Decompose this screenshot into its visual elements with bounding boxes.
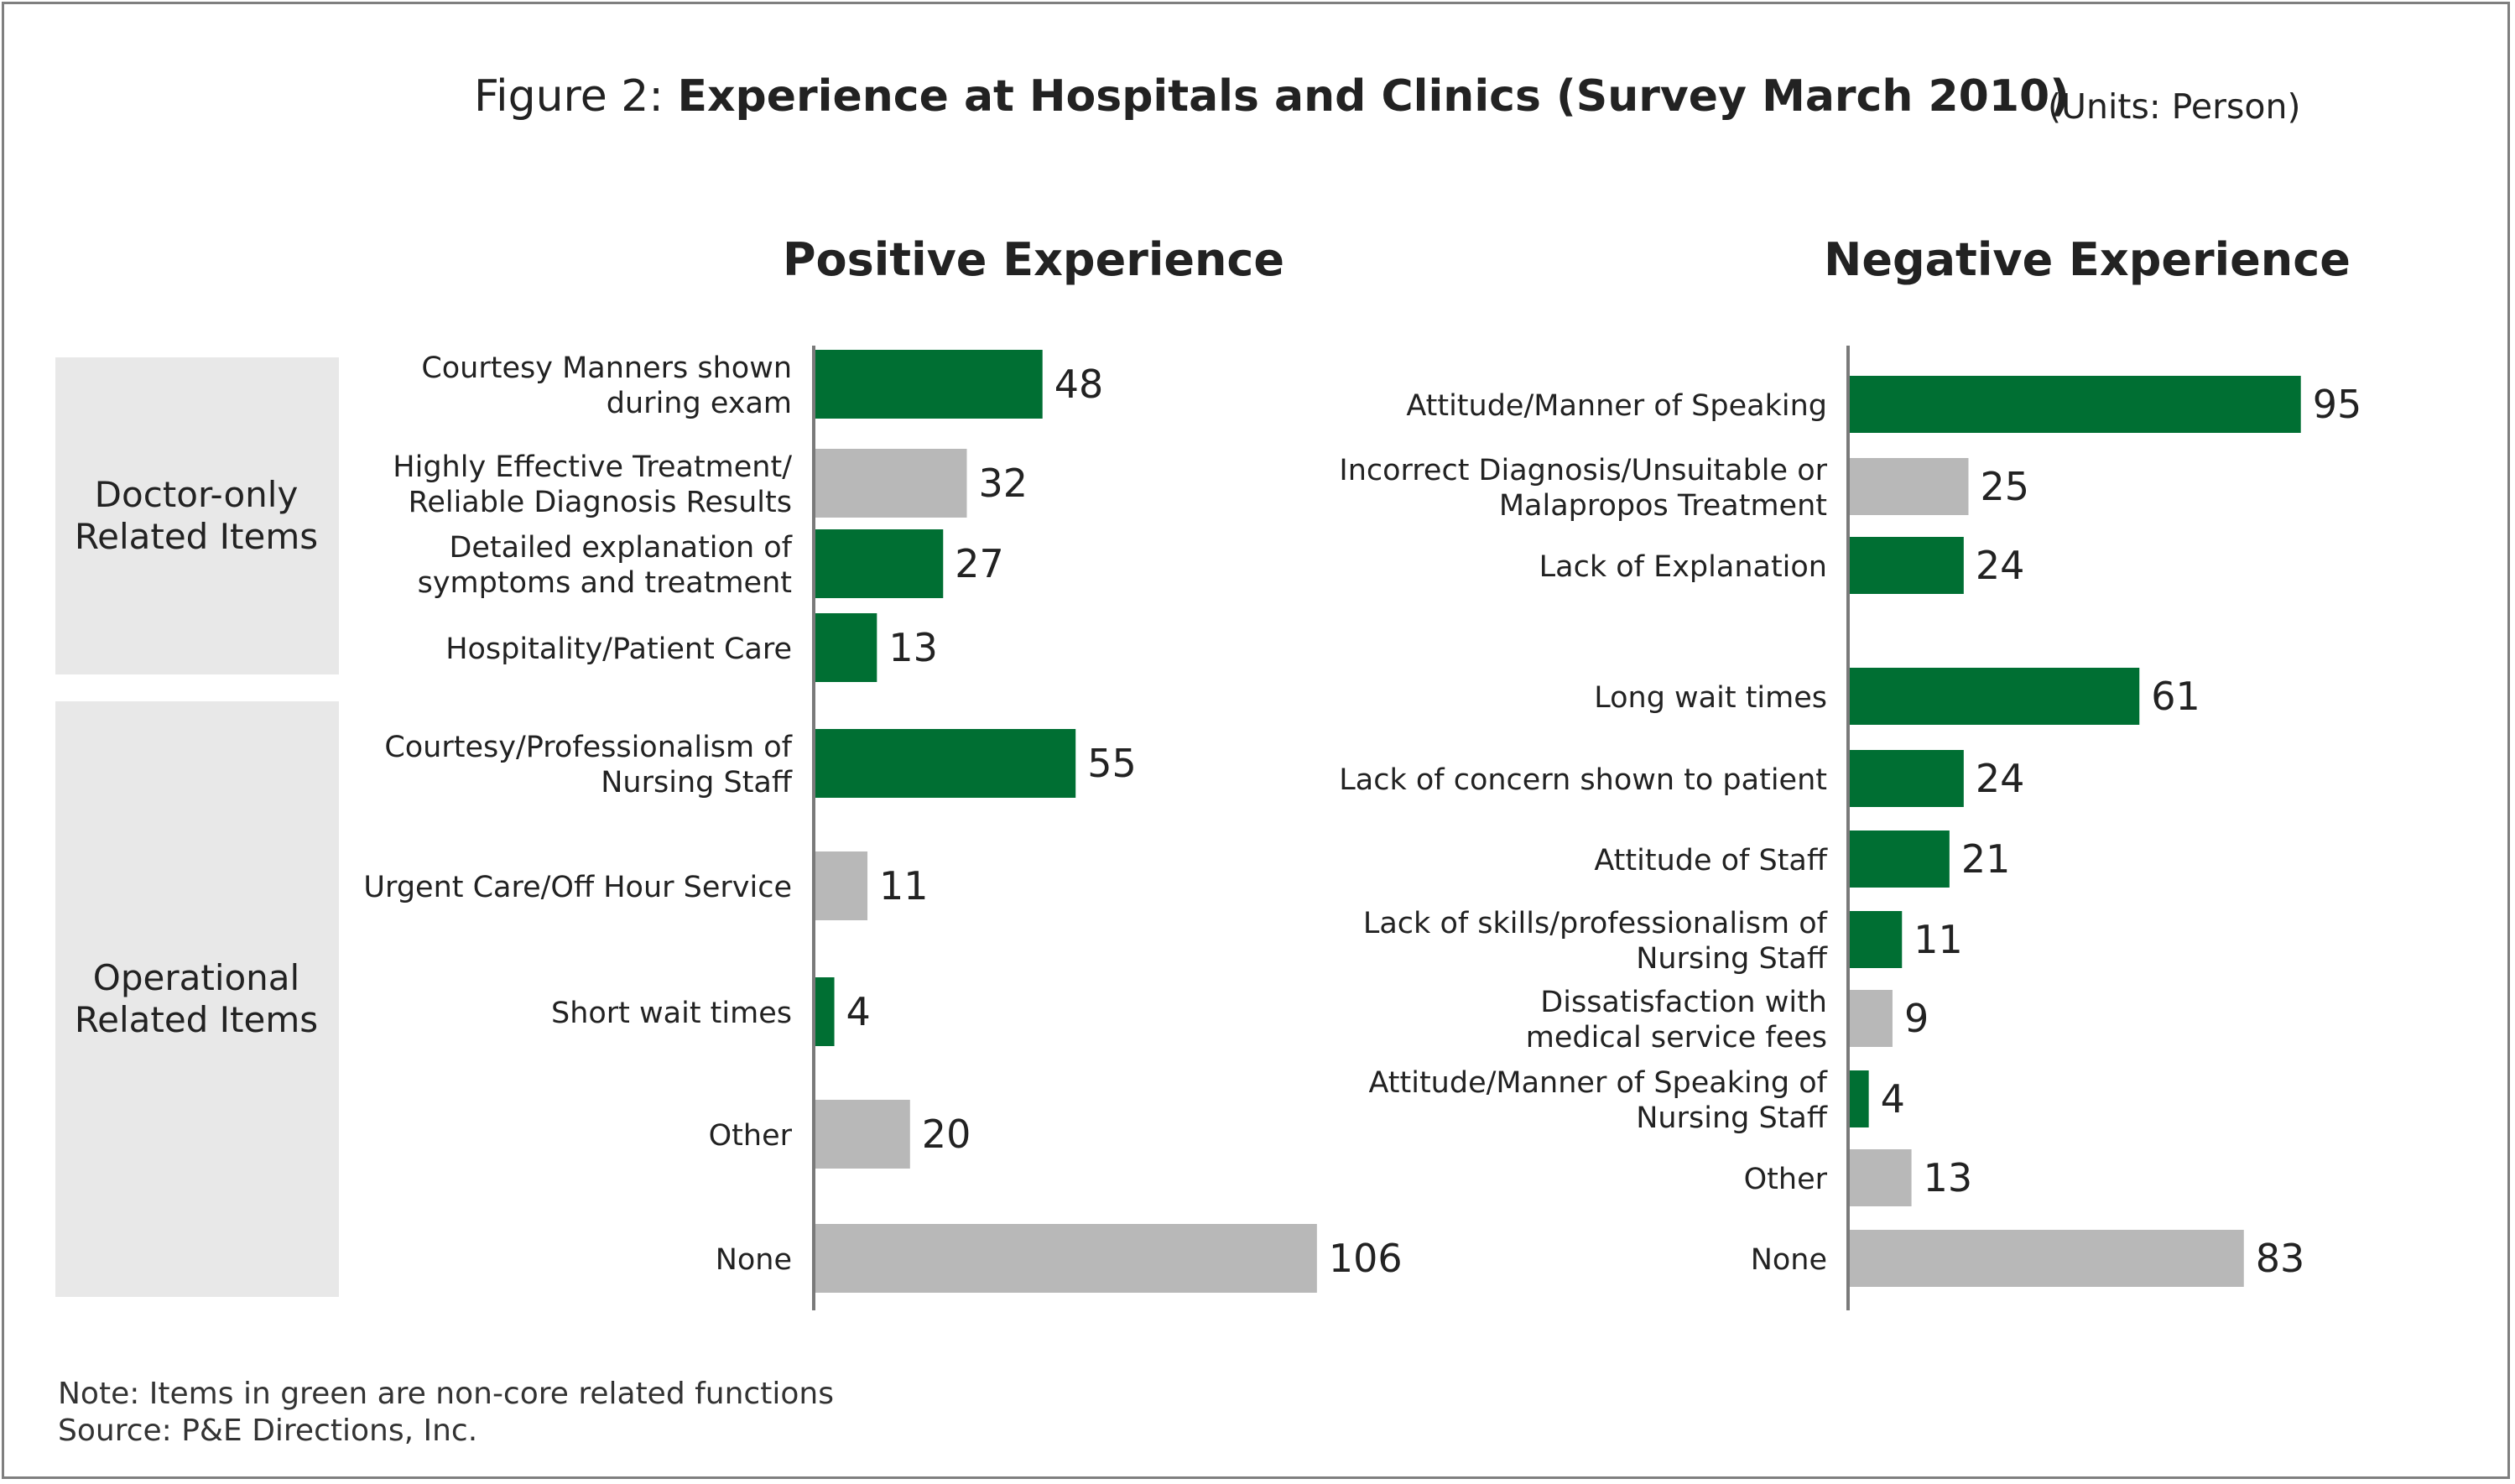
bar	[1850, 537, 1964, 594]
category-label: Nursing Staff	[1636, 942, 1828, 976]
category-label: Lack of Explanation	[1539, 550, 1827, 584]
data-label: 13	[1924, 1155, 1973, 1200]
bar	[815, 977, 835, 1046]
category-label: Attitude/Manner of Speaking	[1406, 389, 1827, 423]
units-label: (Units: Person)	[2048, 86, 2301, 127]
source-text: Source: P&E Directions, Inc.	[58, 1414, 478, 1448]
bar	[815, 729, 1076, 798]
data-label: 32	[978, 461, 1028, 506]
data-label: 9	[1904, 996, 1929, 1041]
data-label: 27	[955, 541, 1004, 586]
data-label: 11	[879, 863, 929, 909]
category-label: Dissatisfaction with	[1540, 986, 1827, 1019]
category-label: Urgent Care/Off Hour Service	[363, 871, 792, 904]
data-label: 13	[888, 625, 938, 670]
bar	[815, 613, 877, 682]
data-label: 4	[1881, 1076, 1905, 1122]
category-label: Lack of concern shown to patient	[1339, 763, 1827, 797]
data-label: 106	[1329, 1236, 1403, 1281]
category-label: Nursing Staff	[601, 766, 793, 799]
group-label-1: Related Items	[75, 516, 318, 557]
category-label: Long wait times	[1594, 681, 1827, 715]
data-label: 11	[1914, 917, 1963, 962]
category-label: Malapropos Treatment	[1499, 489, 1827, 523]
bar	[1850, 831, 1950, 888]
group-box-2	[55, 701, 339, 1297]
category-label: symptoms and treatment	[418, 566, 792, 600]
bar	[1850, 1149, 1912, 1206]
bar	[1850, 1070, 1869, 1127]
category-label: None	[1751, 1243, 1827, 1277]
data-label: 24	[1976, 543, 2025, 588]
group-label-2: Related Items	[75, 999, 318, 1040]
category-label: Incorrect Diagnosis/Unsuitable or	[1339, 454, 1827, 487]
category-label: Short wait times	[551, 997, 792, 1030]
figure-title-prefix: Figure 2:	[474, 71, 678, 122]
bar	[815, 449, 967, 518]
category-label: medical service fees	[1526, 1021, 1827, 1054]
data-label: 55	[1087, 741, 1137, 786]
bar	[1850, 750, 1964, 807]
group-label-2: Operational	[93, 957, 299, 998]
category-label: Attitude/Manner of Speaking of	[1368, 1066, 1827, 1100]
bar	[815, 350, 1043, 419]
bar	[1850, 376, 2301, 433]
bar	[815, 529, 944, 598]
bar	[815, 1100, 910, 1169]
bar	[1850, 990, 1893, 1047]
note-text: Note: Items in green are non-core relate…	[58, 1377, 834, 1411]
data-label: 24	[1976, 756, 2025, 801]
bar	[815, 1224, 1317, 1293]
data-label: 21	[1961, 836, 2011, 882]
category-label: Detailed explanation of	[449, 531, 792, 565]
category-label: Lack of skills/professionalism of	[1363, 907, 1828, 940]
bar	[1850, 911, 1903, 968]
data-label: 95	[2313, 382, 2362, 427]
bar	[1850, 458, 1969, 515]
data-label: 83	[2256, 1236, 2305, 1281]
figure-title-main: Experience at Hospitals and Clinics (Sur…	[677, 71, 2070, 122]
data-label: 61	[2151, 674, 2200, 719]
category-label: Highly Effective Treatment/	[393, 450, 792, 484]
category-label: Courtesy/Professionalism of	[384, 731, 792, 764]
data-label: 4	[846, 989, 871, 1034]
category-label: Other	[1744, 1163, 1828, 1196]
category-label: during exam	[607, 387, 792, 420]
bar	[1850, 668, 2140, 725]
group-label-1: Doctor-only	[95, 474, 299, 515]
category-label: None	[716, 1243, 792, 1277]
category-label: Reliable Diagnosis Results	[409, 486, 792, 519]
category-label: Courtesy Manners shown	[421, 351, 792, 385]
data-label: 48	[1054, 362, 1104, 407]
category-label: Nursing Staff	[1636, 1101, 1828, 1135]
data-label: 20	[922, 1112, 971, 1157]
figure-title: Figure 2: Experience at Hospitals and Cl…	[474, 71, 2070, 122]
category-label: Other	[709, 1119, 793, 1153]
bar	[1850, 1230, 2244, 1287]
group-box-1	[55, 357, 339, 674]
panel-title-1: Positive Experience	[783, 233, 1284, 286]
panel-title-2: Negative Experience	[1824, 233, 2351, 286]
bar	[815, 851, 868, 920]
category-label: Hospitality/Patient Care	[445, 633, 792, 666]
category-label: Attitude of Staff	[1594, 844, 1828, 877]
data-label: 25	[1981, 464, 2030, 509]
